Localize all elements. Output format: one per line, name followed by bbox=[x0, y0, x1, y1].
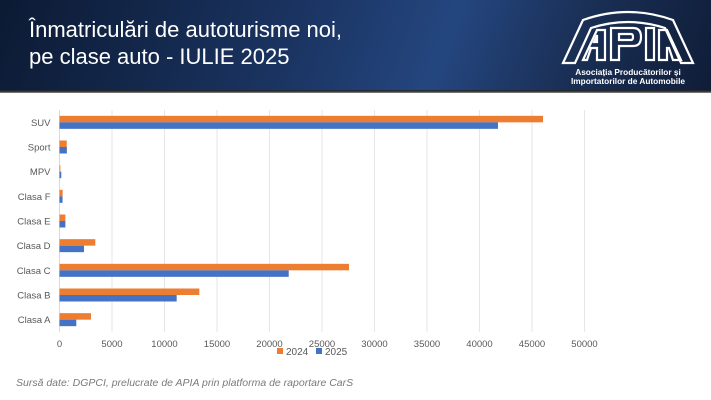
bar-chart: SUV Sport MPV Clasa F Clasa E Clasa D Clasa C C… bbox=[17, 110, 598, 358]
bar-2025-mpv bbox=[59, 171, 62, 179]
logo-line-2: Importatorilor de Automobile bbox=[570, 76, 685, 86]
bar-2024-clasa-a bbox=[59, 313, 91, 320]
bar-2025-clasa-a bbox=[59, 319, 77, 327]
source-note: Sursă date: DGPCI, prelucrate de APIA pr… bbox=[16, 377, 354, 389]
category-label: MPV bbox=[30, 167, 51, 178]
bar-2024-sport bbox=[59, 140, 67, 147]
bar-2025-sport bbox=[59, 147, 67, 154]
legend-swatch-2025 bbox=[316, 348, 322, 354]
bar-2024-mpv bbox=[59, 165, 61, 172]
x-tick-label: 40000 bbox=[466, 339, 492, 350]
x-axis-tick-labels: 0 5000 10000 15000 20000 25000 30000 35000 40000… bbox=[57, 339, 598, 350]
bar-2025-clasa-f bbox=[59, 196, 63, 203]
x-tick-label: 25000 bbox=[309, 339, 335, 350]
apia-logo-icon bbox=[561, 10, 695, 65]
bar-2024-clasa-c bbox=[59, 263, 349, 271]
title-line-1: Înmatriculări de autoturisme noi, bbox=[29, 17, 343, 42]
header-banner: Înmatriculări de autoturisme noi, pe cla… bbox=[0, 0, 711, 92]
bar-2024-clasa-e bbox=[59, 214, 66, 221]
bar-2025-clasa-c bbox=[59, 270, 289, 277]
x-tick-label: 35000 bbox=[414, 339, 440, 350]
header-divider bbox=[0, 90, 711, 93]
apia-logo: Asociația Producătorilor și Importatoril… bbox=[553, 8, 703, 88]
legend-label-2025: 2025 bbox=[325, 347, 348, 358]
logo-text: Asociația Producătorilor și Importatoril… bbox=[553, 68, 703, 86]
x-tick-label: 20000 bbox=[256, 339, 282, 350]
category-label: Clasa B bbox=[17, 291, 50, 302]
bars bbox=[59, 115, 544, 327]
category-label: Clasa D bbox=[17, 241, 51, 252]
bar-2025-clasa-b bbox=[59, 295, 177, 302]
bar-2024-clasa-f bbox=[59, 189, 63, 197]
x-tick-label: 50000 bbox=[571, 339, 597, 350]
x-tick-label: 15000 bbox=[204, 339, 230, 350]
bar-2024-suv bbox=[59, 115, 544, 123]
bar-2025-suv bbox=[59, 122, 498, 129]
category-label: Clasa A bbox=[18, 315, 51, 326]
category-label: SUV bbox=[31, 118, 51, 129]
category-labels: SUV Sport MPV Clasa F Clasa E Clasa D Clasa C C… bbox=[17, 118, 51, 326]
title-line-2: pe clase auto - IULIE 2025 bbox=[29, 44, 290, 69]
legend-label-2024: 2024 bbox=[286, 347, 309, 358]
legend: 2024 2025 bbox=[277, 347, 348, 358]
bar-2025-clasa-e bbox=[59, 221, 66, 228]
x-tick-label: 0 bbox=[57, 339, 62, 350]
x-tick-label: 45000 bbox=[519, 339, 545, 350]
page-title: Înmatriculări de autoturisme noi, pe cla… bbox=[29, 16, 342, 70]
category-label: Clasa E bbox=[17, 217, 50, 228]
bar-2025-clasa-d bbox=[59, 245, 84, 253]
bar-2024-clasa-d bbox=[59, 239, 96, 246]
category-label: Clasa F bbox=[18, 192, 51, 203]
category-label: Clasa C bbox=[17, 266, 51, 277]
x-tick-label: 10000 bbox=[151, 339, 177, 350]
x-tick-label: 30000 bbox=[361, 339, 387, 350]
legend-swatch-2024 bbox=[277, 348, 283, 354]
logo-line-1: Asociația Producătorilor și bbox=[575, 67, 681, 77]
category-label: Sport bbox=[28, 143, 51, 154]
bar-2024-clasa-b bbox=[59, 288, 200, 295]
x-tick-label: 5000 bbox=[101, 339, 122, 350]
